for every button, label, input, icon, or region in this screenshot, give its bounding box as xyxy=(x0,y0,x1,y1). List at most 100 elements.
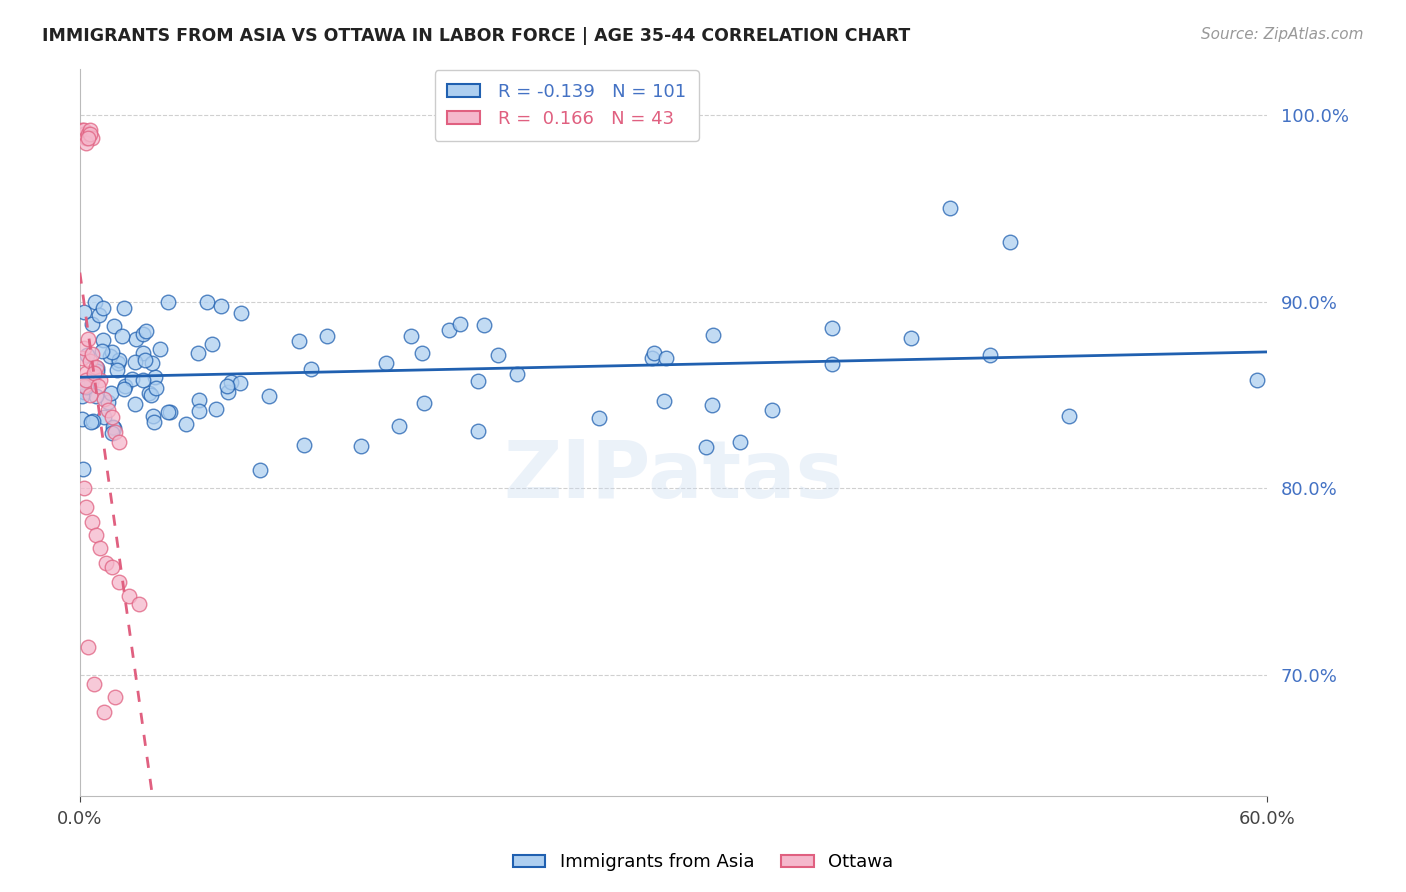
Point xyxy=(75,373,97,387)
Point xyxy=(292,438,315,452)
Point xyxy=(89,373,111,387)
Point xyxy=(149,342,172,356)
Text: IMMIGRANTS FROM ASIA VS OTTAWA IN LABOR FORCE | AGE 35-44 CORRELATION CHART: IMMIGRANTS FROM ASIA VS OTTAWA IN LABOR … xyxy=(42,27,911,45)
Point xyxy=(1057,409,1080,423)
Point xyxy=(75,366,97,380)
Point xyxy=(93,301,115,316)
Point xyxy=(124,396,146,410)
Point xyxy=(187,346,209,360)
Point xyxy=(86,361,108,376)
Point xyxy=(702,328,724,343)
Point xyxy=(142,409,165,423)
Point xyxy=(100,426,122,441)
Point xyxy=(80,130,103,145)
Point xyxy=(76,127,98,141)
Point xyxy=(121,372,143,386)
Point xyxy=(80,515,103,529)
Point xyxy=(350,439,373,453)
Point xyxy=(97,394,120,409)
Point xyxy=(187,393,209,408)
Point xyxy=(132,326,155,341)
Point xyxy=(156,404,179,418)
Point xyxy=(84,528,107,542)
Point xyxy=(87,309,110,323)
Point xyxy=(103,421,125,435)
Point xyxy=(83,369,105,384)
Point xyxy=(142,415,165,429)
Point xyxy=(93,705,115,719)
Legend: Immigrants from Asia, Ottawa: Immigrants from Asia, Ottawa xyxy=(506,847,900,879)
Point xyxy=(135,324,157,338)
Point xyxy=(108,434,131,449)
Point xyxy=(76,332,98,346)
Point xyxy=(134,352,156,367)
Point xyxy=(91,344,114,359)
Point xyxy=(73,127,96,141)
Point xyxy=(86,364,108,378)
Point xyxy=(132,373,155,387)
Point xyxy=(217,385,239,400)
Point xyxy=(93,409,115,424)
Point xyxy=(97,403,120,417)
Point xyxy=(506,367,529,381)
Point xyxy=(98,349,121,363)
Point xyxy=(979,348,1001,362)
Point xyxy=(257,389,280,403)
Text: ZIPatas: ZIPatas xyxy=(503,437,844,515)
Point xyxy=(188,404,211,418)
Point xyxy=(209,299,232,313)
Point xyxy=(93,392,115,406)
Point xyxy=(761,403,783,417)
Point xyxy=(79,388,101,402)
Point xyxy=(80,347,103,361)
Point xyxy=(205,401,228,416)
Point xyxy=(105,363,128,377)
Point xyxy=(76,640,98,654)
Point xyxy=(70,412,93,426)
Point xyxy=(939,202,962,216)
Point xyxy=(84,389,107,403)
Point xyxy=(107,356,129,370)
Point xyxy=(229,376,252,390)
Point xyxy=(86,378,108,392)
Point xyxy=(728,434,751,449)
Point xyxy=(159,405,181,419)
Point xyxy=(700,399,723,413)
Point xyxy=(157,294,180,309)
Point xyxy=(104,690,127,705)
Point xyxy=(900,331,922,345)
Point xyxy=(103,420,125,434)
Point xyxy=(75,380,97,394)
Point xyxy=(89,541,111,555)
Point xyxy=(141,356,163,370)
Point xyxy=(112,383,135,397)
Point xyxy=(215,379,238,393)
Point xyxy=(176,417,198,432)
Point xyxy=(467,424,489,438)
Point xyxy=(75,500,97,514)
Point xyxy=(104,425,127,440)
Point xyxy=(411,346,433,360)
Point xyxy=(998,235,1021,249)
Point xyxy=(299,362,322,376)
Point xyxy=(118,590,141,604)
Point xyxy=(70,123,93,137)
Point xyxy=(75,136,97,150)
Text: Source: ZipAtlas.com: Source: ZipAtlas.com xyxy=(1201,27,1364,42)
Point xyxy=(641,351,664,365)
Point xyxy=(201,337,224,351)
Point xyxy=(112,301,135,315)
Point xyxy=(249,463,271,477)
Point xyxy=(72,384,94,399)
Point xyxy=(100,410,122,425)
Point xyxy=(374,356,396,370)
Point xyxy=(143,369,166,384)
Point xyxy=(486,348,509,362)
Point xyxy=(103,318,125,333)
Point xyxy=(73,342,96,356)
Point xyxy=(388,418,411,433)
Point xyxy=(75,130,97,145)
Point xyxy=(84,359,107,374)
Point xyxy=(83,366,105,380)
Point xyxy=(83,677,105,691)
